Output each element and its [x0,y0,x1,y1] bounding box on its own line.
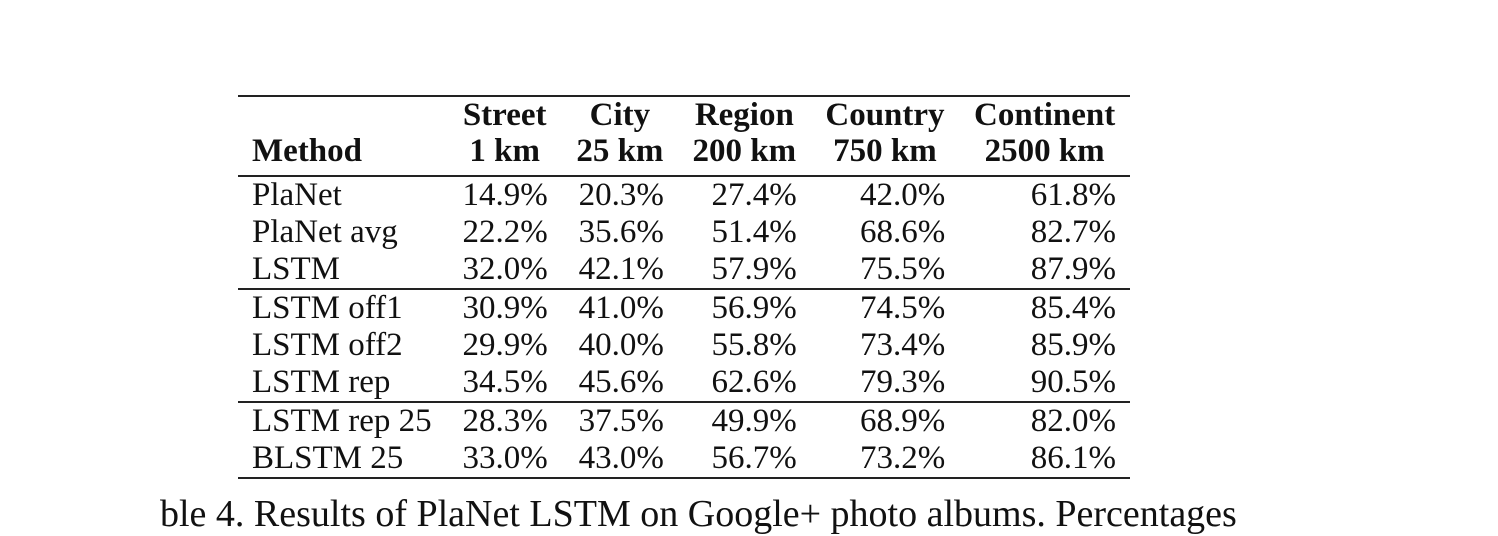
value-cell: 73.2% [859,440,946,476]
method-cell: BLSTM 25 [252,440,404,476]
method-cell: PlaNet avg [252,214,398,250]
table-row: LSTM 32.0% 42.1% 57.9% 75.5% 87.9% [238,251,1130,289]
table-header: Method Street 1 km City 25 km Region 200… [238,96,1130,176]
value-cell: 57.9% [711,251,797,287]
value-cell: 90.5% [1030,364,1116,400]
value-cell: 62.6% [711,364,797,400]
header-row: Method Street 1 km City 25 km Region 200… [238,96,1130,176]
table-row: LSTM off2 29.9% 40.0% 55.8% 73.4% 85.9% [238,327,1130,364]
value-cell: 20.3% [578,177,664,213]
value-cell: 29.9% [462,327,548,363]
method-cell: LSTM [252,251,341,287]
table-row: LSTM rep 34.5% 45.6% 62.6% 79.3% 90.5% [238,364,1130,402]
row-group-3: LSTM rep 25 28.3% 37.5% 49.9% 68.9% 82.0… [238,402,1130,478]
value-cell: 35.6% [578,214,664,250]
row-group-1: PlaNet 14.9% 20.3% 27.4% 42.0% 61.8% Pla… [238,176,1130,289]
value-cell: 28.3% [462,403,548,439]
method-cell: LSTM off1 [252,290,403,326]
row-group-2: LSTM off1 30.9% 41.0% 56.9% 74.5% 85.4% … [238,289,1130,402]
header-city: City 25 km [576,97,664,169]
table-row: LSTM off1 30.9% 41.0% 56.9% 74.5% 85.4% [238,289,1130,327]
table-row: PlaNet 14.9% 20.3% 27.4% 42.0% 61.8% [238,176,1130,214]
value-cell: 75.5% [859,251,946,287]
value-cell: 37.5% [578,403,664,439]
value-cell: 42.1% [578,251,664,287]
value-cell: 68.9% [859,403,946,439]
method-cell: LSTM rep [252,364,391,400]
table-caption: ble 4. Results of PlaNet LSTM on Google+… [160,493,1237,535]
table-row: LSTM rep 25 28.3% 37.5% 49.9% 68.9% 82.0… [238,402,1130,440]
value-cell: 82.7% [1030,214,1116,250]
value-cell: 56.9% [711,290,797,326]
value-cell: 22.2% [462,214,548,250]
value-cell: 33.0% [462,440,548,476]
value-cell: 32.0% [462,251,548,287]
value-cell: 82.0% [1030,403,1116,439]
value-cell: 73.4% [859,327,946,363]
value-cell: 49.9% [711,403,797,439]
table-row: PlaNet avg 22.2% 35.6% 51.4% 68.6% 82.7% [238,214,1130,251]
method-cell: LSTM off2 [252,327,403,363]
value-cell: 85.9% [1030,327,1116,363]
value-cell: 85.4% [1030,290,1116,326]
header-region: Region 200 km [692,97,797,169]
method-cell: PlaNet [252,177,342,213]
value-cell: 87.9% [1030,251,1116,287]
value-cell: 30.9% [462,290,548,326]
value-cell: 41.0% [578,290,664,326]
header-continent: Continent 2500 km [974,97,1116,169]
header-method: Method [252,133,362,169]
value-cell: 74.5% [859,290,946,326]
value-cell: 34.5% [462,364,548,400]
value-cell: 45.6% [578,364,664,400]
value-cell: 43.0% [578,440,664,476]
table-row: BLSTM 25 33.0% 43.0% 56.7% 73.2% 86.1% [238,440,1130,478]
value-cell: 42.0% [859,177,946,213]
value-cell: 14.9% [462,177,548,213]
value-cell: 55.8% [711,327,797,363]
value-cell: 79.3% [859,364,946,400]
header-street: Street 1 km [462,97,547,169]
value-cell: 27.4% [711,177,797,213]
value-cell: 40.0% [578,327,664,363]
method-cell: LSTM rep 25 [252,403,432,439]
value-cell: 61.8% [1030,177,1116,213]
value-cell: 86.1% [1030,440,1116,476]
results-table: Method Street 1 km City 25 km Region 200… [238,95,1130,479]
value-cell: 51.4% [711,214,797,250]
header-country: Country 750 km [825,97,945,169]
value-cell: 68.6% [859,214,946,250]
value-cell: 56.7% [711,440,797,476]
